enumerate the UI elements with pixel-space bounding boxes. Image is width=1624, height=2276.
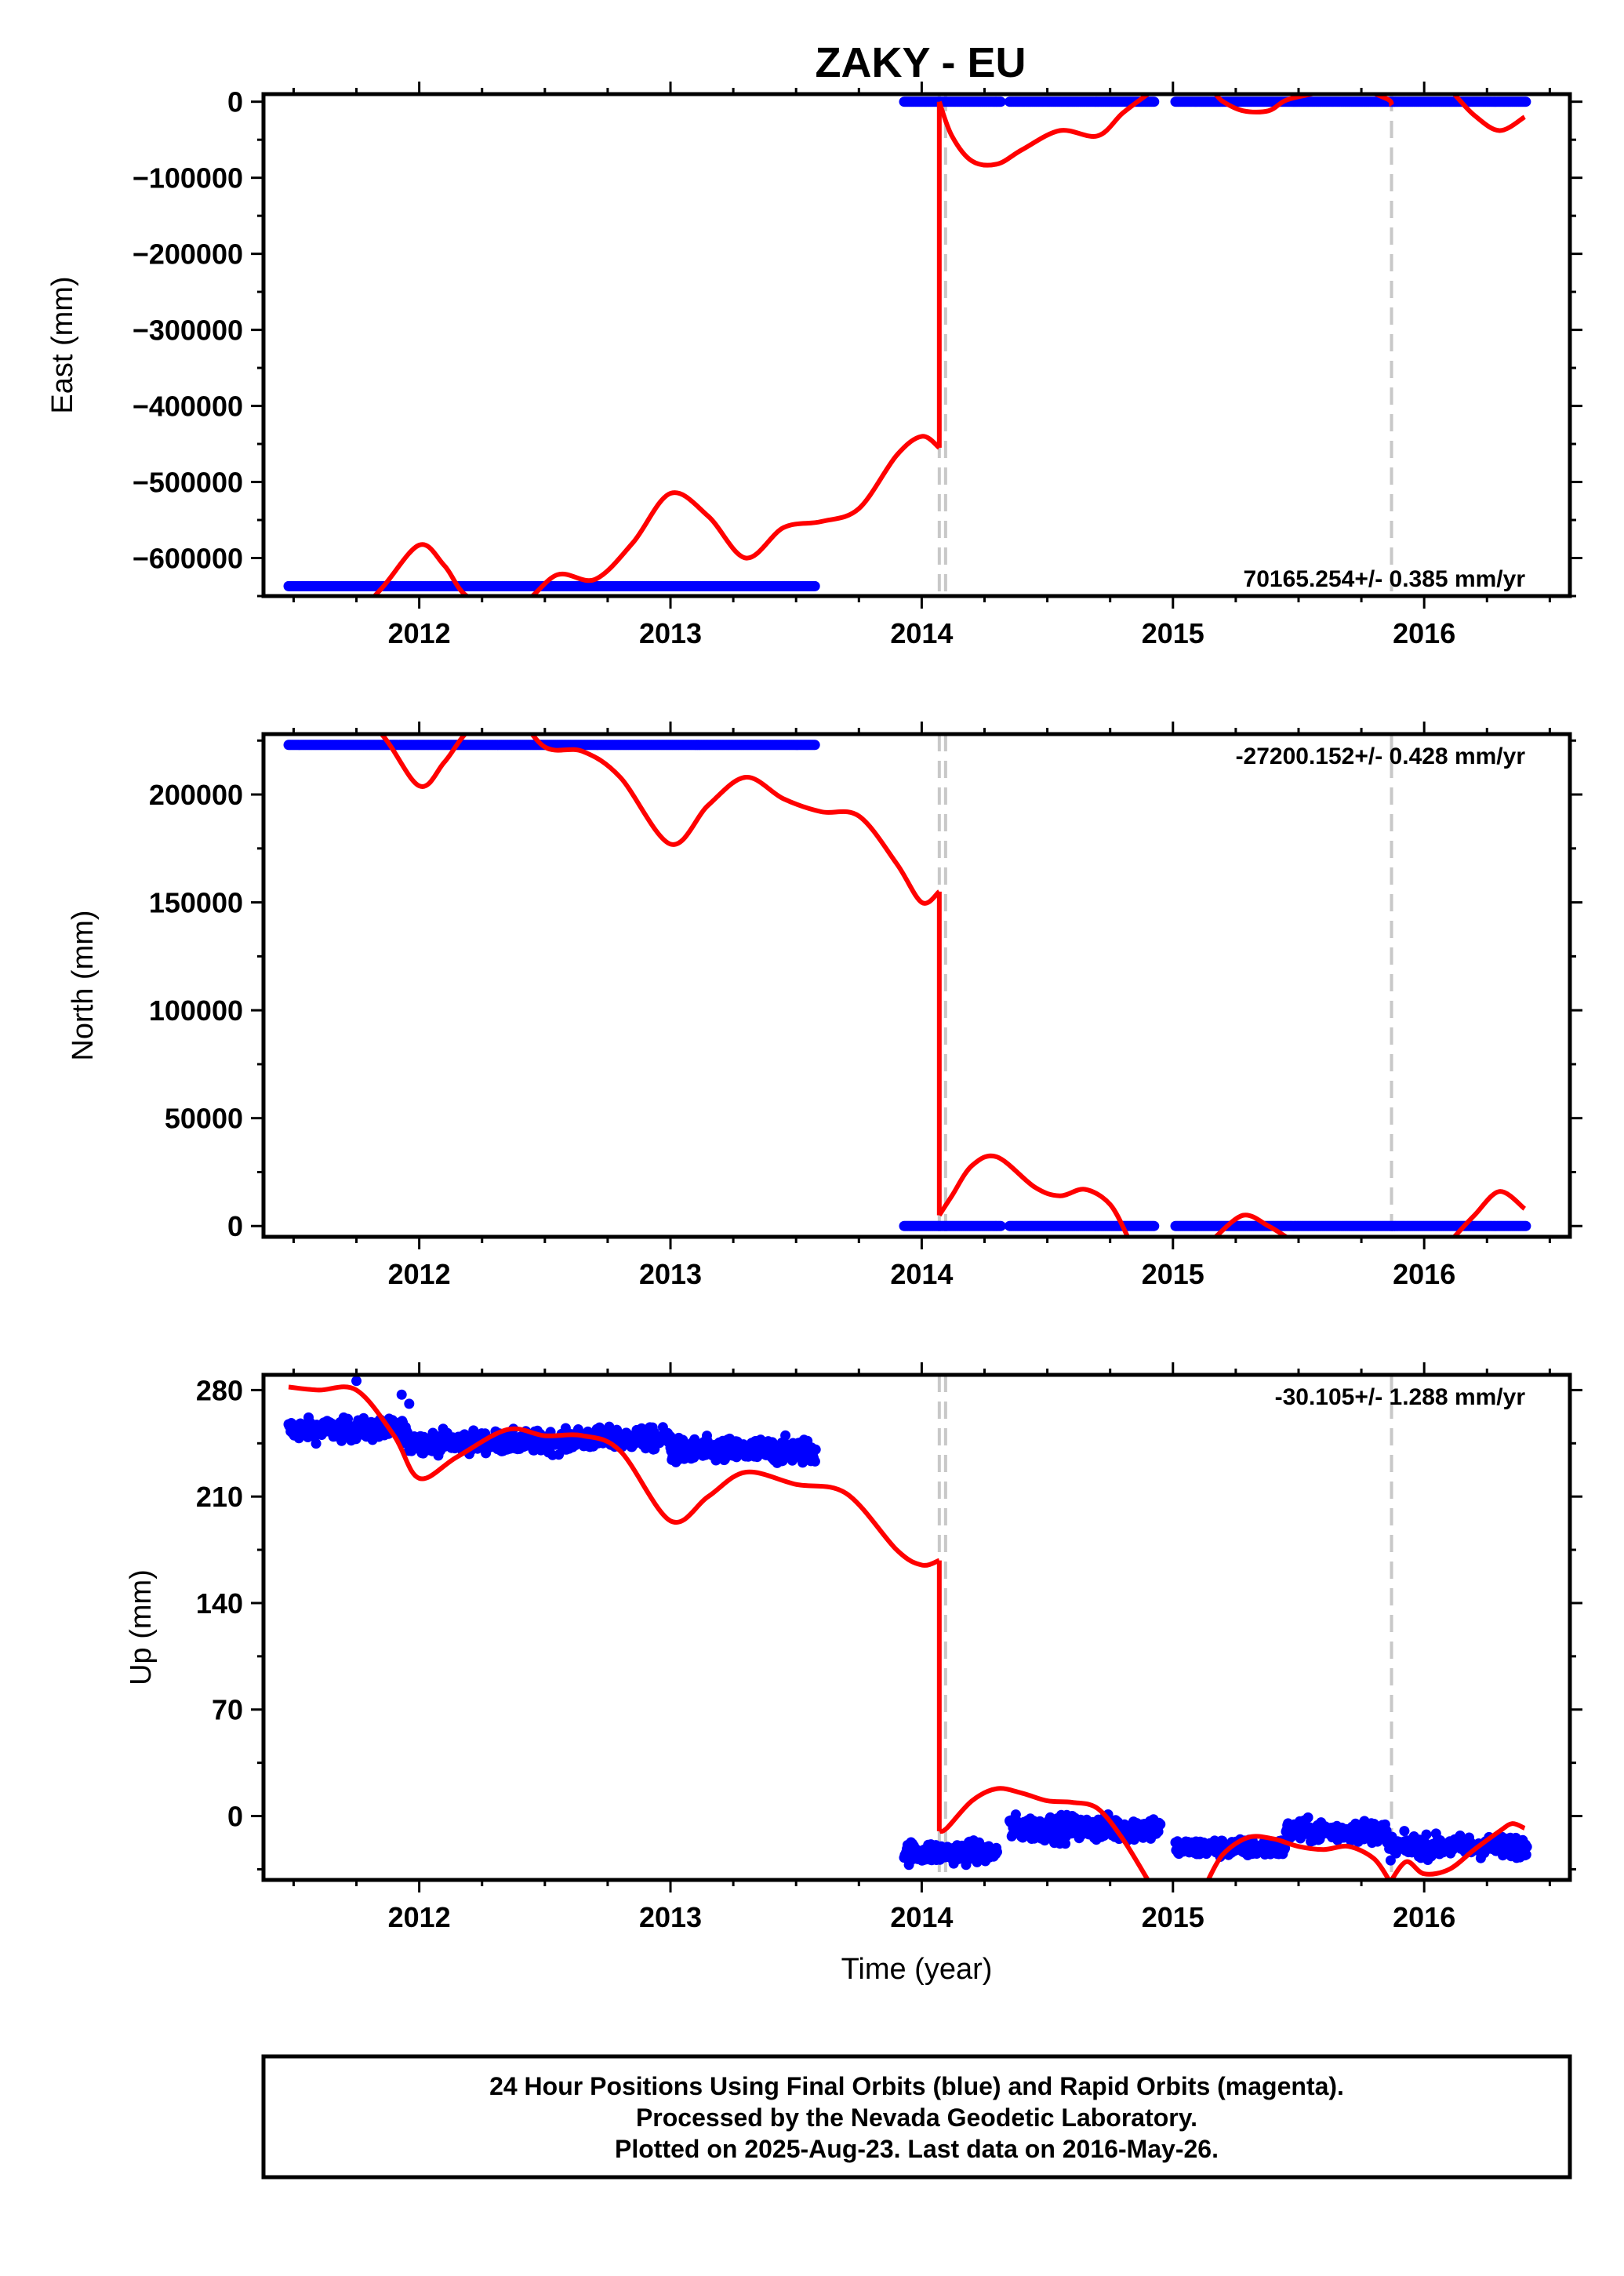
model-curve — [1452, 94, 1526, 133]
y-tick-label: 140 — [196, 1587, 243, 1620]
y-tick-label: −500000 — [133, 467, 243, 499]
data-point — [995, 96, 1006, 107]
data-point — [1155, 1819, 1166, 1830]
data-point — [1302, 1812, 1313, 1823]
data-point — [1385, 1855, 1396, 1866]
data-point — [1010, 1809, 1021, 1820]
rate-label: -30.105+/- 1.288 mm/yr — [1275, 1384, 1526, 1410]
y-tick-label: −300000 — [133, 314, 243, 347]
data-point — [1521, 1842, 1532, 1852]
footer-line-3: Plotted on 2025-Aug-23. Last data on 201… — [615, 2135, 1219, 2163]
outlier-point — [351, 1376, 362, 1387]
x-tick-label: 2016 — [1393, 617, 1455, 649]
y-tick-label: 150000 — [149, 887, 243, 919]
x-tick-label: 2014 — [890, 1901, 953, 1933]
outlier-point — [396, 1389, 407, 1400]
data-point — [1149, 96, 1160, 107]
y-tick-label: 210 — [196, 1481, 243, 1513]
y-tick-label: 0 — [227, 1801, 243, 1833]
model-curves — [288, 1384, 1526, 1880]
x-tick-label: 2013 — [639, 617, 702, 649]
panel-north: 2012 2013 2014 2015 2016 0 50000 100000 150000 20… — [67, 722, 1582, 1290]
y-axis-title: Up (mm) — [125, 1569, 158, 1685]
data-point — [809, 580, 820, 591]
model-curve — [371, 434, 941, 596]
y-tick-label: 70 — [212, 1694, 243, 1726]
data-point — [810, 1444, 821, 1455]
x-tick-label: 2012 — [388, 1901, 451, 1933]
data-point — [1520, 1220, 1531, 1231]
y-tick-label: 280 — [196, 1374, 243, 1406]
footer-box: 24 Hour Positions Using Final Orbits (bl… — [261, 2054, 1572, 2180]
data-point — [780, 1430, 791, 1441]
rate-label: 70165.254+/- 0.385 mm/yr — [1244, 566, 1526, 592]
data-point — [809, 1456, 820, 1467]
x-tick-label: 2016 — [1393, 1901, 1455, 1933]
model-curves — [371, 94, 1526, 596]
model-curves — [378, 734, 1527, 1237]
model-curve — [1206, 1834, 1391, 1880]
model-curve — [1214, 1213, 1288, 1237]
final-points — [283, 96, 1531, 591]
y-axis-title: North (mm) — [67, 910, 100, 1060]
data-point — [1421, 1829, 1432, 1840]
data-point — [311, 1438, 322, 1449]
y-tick-label: 200000 — [149, 779, 243, 811]
model-curve — [937, 1153, 1130, 1237]
y-tick-label: 50000 — [165, 1103, 243, 1135]
data-point — [1149, 1220, 1160, 1231]
y-tick-label: 0 — [227, 1210, 243, 1242]
x-tick-label: 2014 — [890, 1258, 953, 1290]
x-tick-label: 2012 — [388, 1258, 451, 1290]
y-axis-title: East (mm) — [46, 276, 79, 413]
y-tick-label: −400000 — [133, 391, 243, 423]
y-tick-label: −100000 — [133, 162, 243, 195]
x-tick-label: 2015 — [1142, 1258, 1204, 1290]
x-tick-label: 2012 — [388, 617, 451, 649]
data-point — [336, 1435, 347, 1446]
chart-title: ZAKY - EU — [815, 39, 1026, 86]
x-tick-label: 2013 — [639, 1901, 702, 1933]
plot-frame — [261, 92, 1572, 598]
x-tick-label: 2013 — [639, 1258, 702, 1290]
y-tick-label: −600000 — [133, 543, 243, 575]
data-point — [665, 1431, 676, 1442]
model-curve — [378, 734, 941, 906]
model-curve — [1452, 1189, 1527, 1237]
y-tick-label: −200000 — [133, 238, 243, 271]
footer-line-1: 24 Hour Positions Using Final Orbits (bl… — [489, 2072, 1344, 2100]
panel-up: 2012 2013 2014 2015 2016 0 70 140 210 280 Up (mm) T… — [125, 1362, 1582, 1986]
x-tick-label: 2014 — [890, 617, 953, 649]
final-points — [283, 740, 1531, 1231]
footer-line-2: Processed by the Nevada Geodetic Laborat… — [636, 2103, 1197, 2132]
x-tick-label: 2016 — [1393, 1258, 1455, 1290]
model-curve — [1390, 1821, 1526, 1880]
data-point — [1520, 1849, 1531, 1860]
plot-frame — [261, 732, 1572, 1239]
model-curve — [288, 1384, 940, 1568]
model-curve — [936, 94, 1150, 168]
data-point — [995, 1220, 1006, 1231]
y-tick-label: 0 — [227, 86, 243, 118]
data-point — [1399, 1826, 1410, 1837]
panel-east: 2012 2013 2014 2015 2016 0 −100000 −200000 −3000… — [46, 82, 1582, 649]
plot-frame — [261, 1373, 1572, 1882]
data-point — [343, 1413, 353, 1424]
x-tick-label: 2015 — [1142, 617, 1204, 649]
data-point — [1520, 96, 1531, 107]
x-tick-label: 2015 — [1142, 1901, 1204, 1933]
y-tick-label: 100000 — [149, 994, 243, 1027]
data-point — [992, 1846, 1002, 1857]
rate-label: -27200.152+/- 0.428 mm/yr — [1236, 744, 1526, 769]
outlier-point — [404, 1398, 415, 1409]
data-point — [809, 740, 820, 751]
model-curve — [938, 1786, 1150, 1880]
x-axis-title: Time (year) — [841, 1953, 993, 1986]
